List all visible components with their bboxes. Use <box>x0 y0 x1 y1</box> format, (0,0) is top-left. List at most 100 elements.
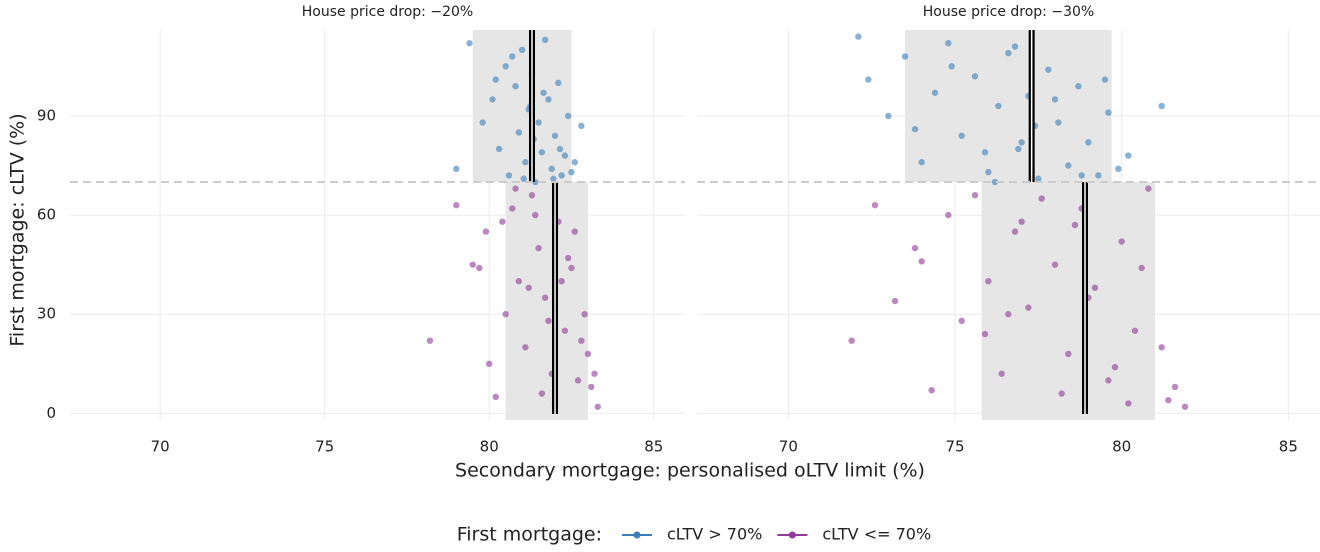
point <box>1101 76 1109 83</box>
point <box>1125 400 1132 407</box>
point <box>453 201 460 209</box>
point <box>981 330 989 338</box>
point <box>518 46 526 54</box>
point <box>1105 377 1112 384</box>
x-tick-label: 70 <box>779 438 798 456</box>
point <box>469 261 476 268</box>
legend-label: cLTV > 70% <box>667 525 762 544</box>
point <box>1025 304 1032 311</box>
point <box>1045 66 1052 73</box>
x-tick-label: 75 <box>315 438 334 456</box>
point <box>564 254 572 262</box>
point <box>971 73 979 80</box>
point <box>558 172 565 179</box>
point <box>1095 172 1102 179</box>
legend-title: First mortgage: <box>457 524 602 546</box>
point <box>848 337 855 344</box>
point <box>591 370 598 377</box>
point <box>515 277 523 285</box>
point <box>1131 327 1139 334</box>
point <box>1091 284 1099 291</box>
point <box>522 159 529 166</box>
point <box>556 145 564 153</box>
point <box>584 350 592 358</box>
x-tick-label: 80 <box>1112 438 1131 456</box>
point <box>588 383 595 391</box>
point <box>1015 145 1022 153</box>
x-tick-label: 70 <box>151 438 170 456</box>
legend-dot <box>788 531 796 539</box>
point <box>1105 109 1112 116</box>
legend-dot <box>633 531 641 539</box>
point <box>538 149 546 156</box>
y-tick-label: 60 <box>37 206 56 224</box>
point <box>1118 238 1125 245</box>
point <box>985 168 992 176</box>
point <box>479 119 486 126</box>
point <box>574 377 582 384</box>
point <box>509 205 516 212</box>
point <box>594 403 602 410</box>
point <box>541 36 549 44</box>
point <box>545 96 552 103</box>
point <box>918 258 925 265</box>
point <box>540 89 547 96</box>
point <box>981 149 989 156</box>
point <box>991 178 999 186</box>
point <box>998 370 1005 377</box>
y-tick-label: 90 <box>37 106 56 124</box>
point <box>855 33 862 40</box>
point <box>561 327 569 334</box>
point <box>482 228 490 235</box>
point <box>1111 363 1119 371</box>
point <box>492 393 499 401</box>
point <box>568 264 575 272</box>
point <box>522 344 529 351</box>
x-axis-label: Secondary mortgage: personalised oLTV li… <box>455 460 925 482</box>
point <box>1181 403 1189 410</box>
point <box>532 211 539 219</box>
point <box>1158 102 1165 110</box>
point <box>571 159 578 166</box>
point <box>1085 139 1092 146</box>
y-tick-label: 0 <box>46 404 56 422</box>
point <box>466 40 473 47</box>
point <box>985 277 992 285</box>
point <box>551 132 559 139</box>
point <box>945 211 952 219</box>
point <box>1018 139 1025 146</box>
y-tick-label: 30 <box>37 305 56 323</box>
point <box>911 125 919 133</box>
interval-band <box>472 30 572 183</box>
point <box>545 317 552 325</box>
legend-label: cLTV <= 70% <box>822 525 931 544</box>
point <box>535 119 542 126</box>
point <box>958 317 965 325</box>
point <box>1055 119 1062 126</box>
point <box>571 228 578 235</box>
panel-title: House price drop: −20% <box>302 4 473 20</box>
point <box>1125 152 1132 159</box>
point <box>1078 172 1085 179</box>
point <box>512 82 519 90</box>
point <box>885 112 892 120</box>
point <box>1058 390 1065 397</box>
point <box>995 102 1002 110</box>
point <box>1011 228 1019 235</box>
point <box>578 122 585 130</box>
point <box>1171 383 1179 391</box>
point <box>550 175 557 182</box>
point <box>911 244 919 252</box>
point <box>1145 185 1152 192</box>
point <box>865 76 872 83</box>
point <box>541 294 549 301</box>
point <box>1005 49 1012 57</box>
point <box>502 63 509 70</box>
point <box>1035 175 1042 182</box>
point <box>1051 96 1059 103</box>
point <box>561 152 569 159</box>
point <box>564 112 572 120</box>
point <box>538 390 546 397</box>
point <box>505 172 513 179</box>
point <box>555 79 562 87</box>
